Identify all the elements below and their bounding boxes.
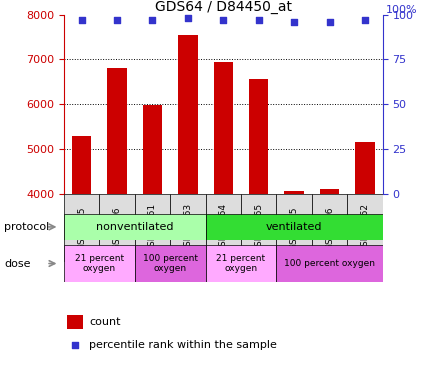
Point	[326, 19, 333, 25]
Text: nonventilated: nonventilated	[96, 222, 173, 232]
Point	[255, 17, 262, 23]
Point	[220, 17, 227, 23]
Text: GSM46565: GSM46565	[254, 203, 263, 253]
Text: ventilated: ventilated	[266, 222, 323, 232]
Bar	[249, 79, 268, 366]
Bar	[170, 194, 205, 262]
Point	[149, 17, 156, 23]
Text: GSM1166: GSM1166	[113, 206, 121, 250]
Bar	[205, 245, 276, 282]
Bar	[67, 315, 83, 329]
Bar	[64, 245, 135, 282]
Text: count: count	[89, 317, 121, 327]
Text: GSM46561: GSM46561	[148, 203, 157, 253]
Text: GSM46564: GSM46564	[219, 203, 228, 252]
Bar	[64, 194, 99, 262]
Text: GSM1175: GSM1175	[290, 206, 299, 250]
Bar	[64, 214, 205, 240]
Point	[114, 17, 121, 23]
Bar	[205, 214, 383, 240]
Bar	[284, 191, 304, 366]
Point	[362, 17, 369, 23]
Point	[291, 19, 298, 25]
Bar	[135, 245, 205, 282]
Bar	[241, 194, 276, 262]
Text: 100 percent
oxygen: 100 percent oxygen	[143, 254, 198, 273]
Text: 100 percent oxygen: 100 percent oxygen	[284, 259, 375, 268]
Text: GSM46562: GSM46562	[360, 203, 370, 252]
Bar	[72, 136, 91, 366]
Text: dose: dose	[4, 258, 31, 269]
Text: GSM1176: GSM1176	[325, 206, 334, 250]
Bar	[135, 194, 170, 262]
Text: 21 percent
oxygen: 21 percent oxygen	[216, 254, 266, 273]
Bar	[276, 194, 312, 262]
Text: protocol: protocol	[4, 222, 50, 232]
Text: GSM1165: GSM1165	[77, 206, 86, 250]
Bar	[320, 188, 339, 366]
Bar	[213, 62, 233, 366]
Text: 100%: 100%	[386, 5, 418, 15]
Bar	[107, 68, 127, 366]
Bar	[205, 194, 241, 262]
Text: percentile rank within the sample: percentile rank within the sample	[89, 340, 277, 350]
Title: GDS64 / D84450_at: GDS64 / D84450_at	[155, 0, 292, 14]
Point	[71, 343, 78, 348]
Point	[78, 17, 85, 23]
Bar	[347, 194, 383, 262]
Bar	[178, 35, 198, 366]
Bar	[312, 194, 347, 262]
Bar	[356, 142, 375, 366]
Point	[184, 15, 191, 21]
Text: 21 percent
oxygen: 21 percent oxygen	[75, 254, 124, 273]
Bar	[99, 194, 135, 262]
Bar	[276, 245, 383, 282]
Text: GSM46563: GSM46563	[183, 203, 192, 253]
Bar	[143, 105, 162, 366]
